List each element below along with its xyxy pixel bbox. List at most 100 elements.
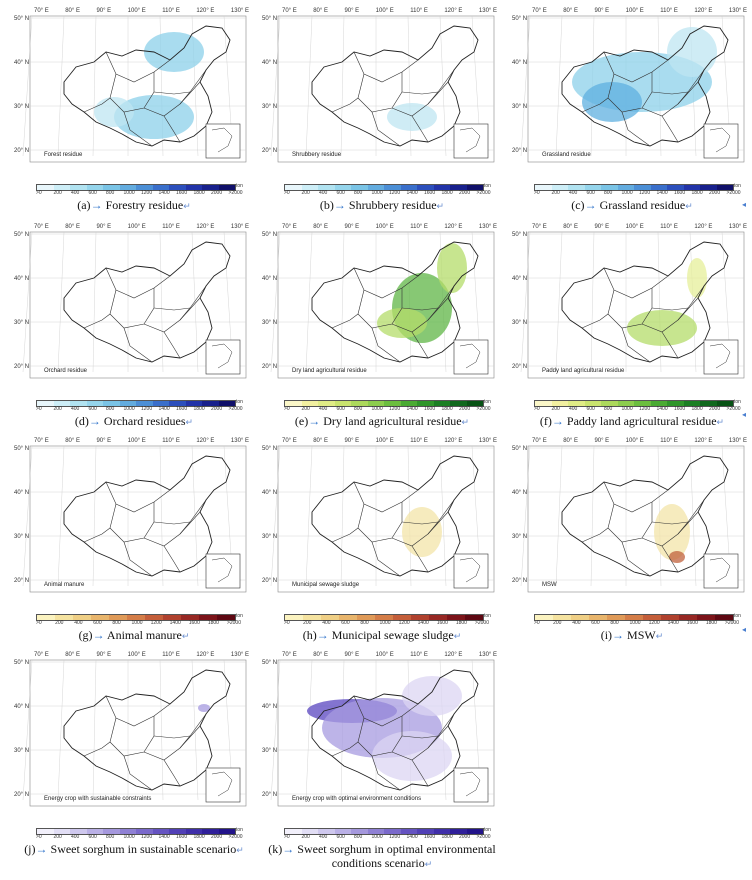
province-boundary [153, 521, 191, 525]
legend-swatch [169, 829, 186, 834]
province-boundary [153, 735, 191, 739]
legend-tick: >0 [534, 620, 540, 626]
longitude-label: 130° E [230, 8, 249, 14]
province-boundary [123, 755, 153, 791]
legend-unit: ton [484, 613, 491, 619]
longitude-label: 120° E [694, 438, 713, 444]
longitude-label: 70° E [282, 224, 297, 230]
latitude-label: 20° N [14, 578, 30, 584]
meridian-line [270, 15, 281, 157]
legend-tick: 1800 [193, 406, 205, 412]
legend-tick: 2000 [211, 406, 223, 412]
legend-tick: 1400 [158, 406, 170, 412]
legend-tick: >0 [284, 190, 290, 196]
legend-swatch [202, 829, 219, 834]
province-boundary [401, 735, 439, 739]
latitude-label: 40° N [512, 60, 528, 66]
paragraph-mark-icon: ↵ [461, 417, 470, 427]
meridian-line [340, 445, 345, 587]
map-svg [22, 15, 247, 163]
legend-swatch [103, 829, 120, 834]
longitude-label: 110° E [660, 224, 678, 230]
arrow-icon: → [333, 198, 346, 212]
province-boundary [661, 545, 679, 573]
map-inner-label: Grassland residue [542, 152, 591, 158]
inset-coastline [459, 771, 481, 797]
legend-tick: 600 [341, 620, 350, 626]
caption-title: Dry land agricultural residue [323, 414, 462, 428]
china-outline [63, 455, 231, 577]
meridian-line [555, 15, 563, 157]
legend-swatch [571, 615, 589, 620]
legend-swatch [568, 401, 585, 406]
province-boundary [621, 111, 651, 147]
meridian-line [159, 231, 164, 373]
legend-tick: 1400 [158, 834, 170, 840]
longitude-label: 100° E [625, 8, 644, 14]
map-svg [270, 15, 495, 163]
province-boundary [105, 267, 171, 299]
legend-tick: 1000 [629, 620, 641, 626]
legend-tick: 800 [354, 190, 363, 196]
legend-tick: 2000 [211, 190, 223, 196]
legend-swatch [218, 401, 235, 406]
legend-swatch [400, 185, 417, 190]
legend-swatch [86, 185, 103, 190]
density-region [144, 32, 204, 72]
longitude-labels: 70° E 80° E 90° E 100° E 110° E 120° E 130° E [532, 438, 747, 444]
legend-tick: 800 [354, 406, 363, 412]
legend-tick: 1000 [621, 190, 633, 196]
longitude-label: 70° E [532, 8, 547, 14]
legend-swatch [411, 615, 429, 620]
meridian-line [159, 445, 164, 587]
revision-mark-icon: ◂ [742, 200, 747, 209]
legend-tick: 1000 [371, 406, 383, 412]
province-boundary [641, 297, 699, 333]
longitude-label: 80° E [563, 8, 578, 14]
arrow-icon: → [551, 414, 564, 428]
longitude-labels: 70° E 80° E 90° E 100° E 110° E 120° E 130° E [282, 438, 497, 444]
legend-swatch [393, 615, 411, 620]
longitude-label: 90° E [344, 438, 360, 444]
legend-unit: ton [734, 613, 741, 619]
longitude-label: 120° E [444, 8, 463, 14]
legend-swatch [450, 829, 467, 834]
map-inner-label: Shrubbery residue [292, 152, 342, 158]
legend-swatch [551, 185, 568, 190]
meridian-line [689, 231, 697, 373]
map-panel: 70° E 80° E 90° E 100° E 110° E 120° E 130° E … [512, 436, 752, 648]
arrow-icon: → [92, 628, 105, 642]
south-china-sea-inset [703, 553, 739, 589]
legend-swatch [152, 829, 169, 834]
legend-tick: 1000 [131, 620, 143, 626]
legend-tick: 400 [319, 190, 328, 196]
legend-swatch [589, 615, 607, 620]
legend-tick: 1400 [169, 620, 181, 626]
legend-tick: 800 [354, 834, 363, 840]
longitude-label: 70° E [282, 652, 297, 658]
legend-swatch [551, 401, 568, 406]
longitude-labels: 70° E 80° E 90° E 100° E 110° E 120° E 130° E [532, 8, 747, 14]
legend-tick: 200 [53, 190, 62, 196]
province-boundary [353, 481, 419, 513]
province-boundary [581, 97, 609, 113]
latitude-label: 40° N [14, 490, 30, 496]
china-map: 70° E 80° E 90° E 100° E 110° E 120° E 130° E … [14, 6, 254, 176]
province-boundary [401, 91, 439, 95]
color-legend-bar [36, 828, 236, 835]
paragraph-mark-icon: ↵ [181, 631, 190, 641]
longitude-labels: 70° E 80° E 90° E 100° E 110° E 120° E 130° E [34, 652, 249, 658]
legend-swatch [351, 401, 368, 406]
legend-swatch [433, 401, 450, 406]
map-panel: 70° E 80° E 90° E 100° E 110° E 120° E 130° E … [512, 6, 752, 218]
density-region [114, 95, 194, 139]
arrow-icon: → [316, 628, 329, 642]
latitude-label: 50° N [262, 16, 278, 22]
legend-tick: 200 [553, 620, 562, 626]
paragraph-mark-icon: ↵ [655, 631, 664, 641]
legend-swatch [301, 401, 318, 406]
legend-tick: 1400 [158, 190, 170, 196]
legend-tick: 600 [586, 406, 595, 412]
legend-ticks: >0 200 400 600 800 1000 1200 1400 1600 1800 >2000 [534, 620, 744, 626]
legend-tick: 800 [106, 190, 115, 196]
